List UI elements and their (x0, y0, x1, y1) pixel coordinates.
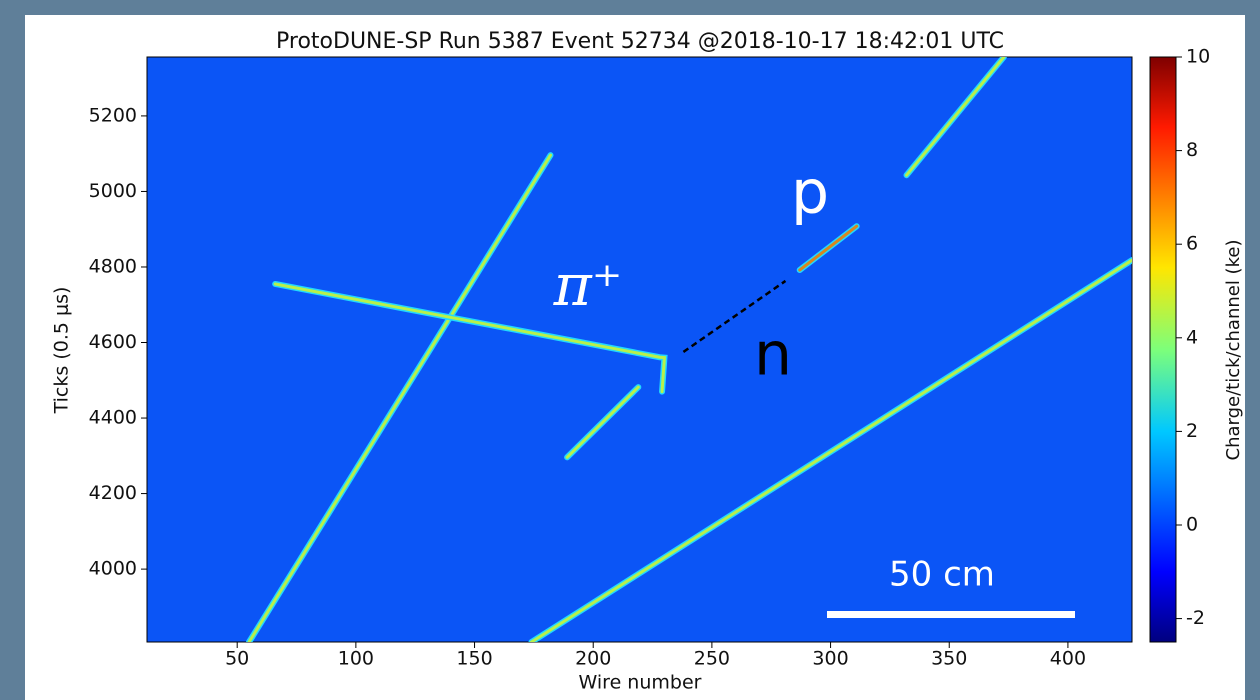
colorbar-tick-label: 10 (1186, 46, 1210, 68)
annotation: π⁺ (553, 251, 623, 319)
x-tick-label: 150 (456, 648, 492, 670)
y-tick-label: 4000 (89, 558, 137, 580)
annotation: p (791, 158, 829, 228)
y-tick-label: 4200 (89, 482, 137, 504)
x-tick-label: 50 (225, 648, 249, 670)
y-axis-label: Ticks (0.5 μs) (51, 287, 73, 415)
track (273, 282, 667, 394)
y-tick-label: 4800 (89, 255, 137, 277)
y-tick-label: 5000 (89, 180, 137, 202)
track (798, 224, 859, 272)
track (905, 57, 1006, 177)
colorbar-tick-label: -2 (1186, 607, 1205, 629)
colorbar-tick-label: 0 (1186, 514, 1198, 536)
scale-bar (827, 611, 1075, 618)
track (682, 279, 787, 353)
colorbar-tick-label: 8 (1186, 139, 1198, 161)
colorbar-tick-label: 6 (1186, 233, 1198, 255)
tracks (246, 57, 1132, 642)
track (565, 385, 640, 459)
y-tick-label: 4400 (89, 407, 137, 429)
track (530, 258, 1132, 642)
track (247, 153, 552, 642)
x-tick-label: 350 (931, 648, 967, 670)
x-tick-label: 400 (1050, 648, 1086, 670)
x-tick-label: 200 (575, 648, 611, 670)
annotation: n (754, 320, 792, 390)
y-tick-label: 5200 (89, 104, 137, 126)
annotation: 50 cm (889, 555, 995, 595)
colorbar-tick-label: 4 (1186, 326, 1198, 348)
colorbar (1149, 56, 1177, 643)
chart-title: ProtoDUNE-SP Run 5387 Event 52734 @2018-… (276, 29, 1004, 54)
colorbar-tick-label: 2 (1186, 420, 1198, 442)
x-tick-label: 100 (338, 648, 374, 670)
colorbar-label: Charge/tick/channel (ke) (1223, 240, 1244, 461)
x-axis-label: Wire number (579, 672, 702, 694)
x-tick-label: 250 (694, 648, 730, 670)
y-tick-label: 4600 (89, 331, 137, 353)
x-tick-label: 300 (812, 648, 848, 670)
